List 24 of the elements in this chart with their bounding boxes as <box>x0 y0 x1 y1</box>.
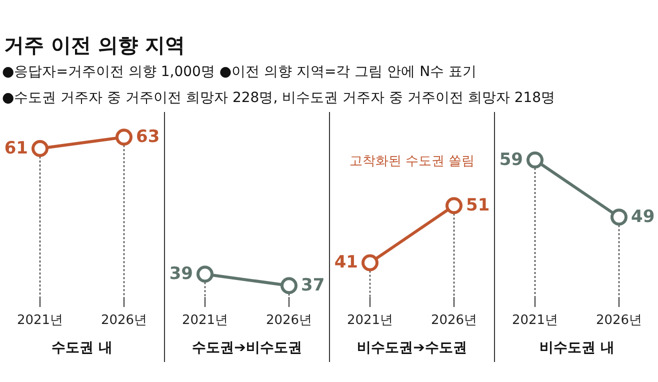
x-tick-label: 2026년 <box>430 313 478 328</box>
data-label: 39 <box>169 264 193 284</box>
x-tick-label: 2021년 <box>512 313 558 328</box>
data-label: 59 <box>499 150 523 170</box>
x-tick-label: 2021년 <box>346 313 394 328</box>
x-axis-title: 수도권 내 <box>52 340 112 356</box>
data-label: 51 <box>466 196 490 216</box>
x-tick-label: 2021년 <box>16 313 64 328</box>
x-tick-label: 2021년 <box>182 313 228 328</box>
data-label: 37 <box>301 276 325 296</box>
x-tick-label: 2026년 <box>266 313 312 328</box>
data-label: 63 <box>136 127 160 148</box>
x-tick-label: 2026년 <box>596 313 642 328</box>
text: ●응답자=거주이전 의향 1,000명 ●이전 의향 지역=각 그림 안에 N수 표기 <box>2 63 476 81</box>
text: 고착화된 수도권 쏠림 <box>348 153 476 170</box>
x-axis-title: 비수도권 내 <box>540 340 614 356</box>
x-axis-title: 비수도권➔수도권 <box>357 340 467 356</box>
x-tick-label: 2026년 <box>100 313 148 328</box>
data-label: 41 <box>334 252 358 273</box>
text: ●수도권 거주자 중 거주이전 희망자 228명, 비수도권 거주자 중 거주이전 희망자 218명 <box>2 89 556 107</box>
data-label: 49 <box>631 207 655 228</box>
x-axis-title: 수도권➔비수도권 <box>192 340 302 356</box>
data-label: 61 <box>4 138 28 159</box>
chart-title: 거주 이전 의향 지역 <box>4 32 185 59</box>
